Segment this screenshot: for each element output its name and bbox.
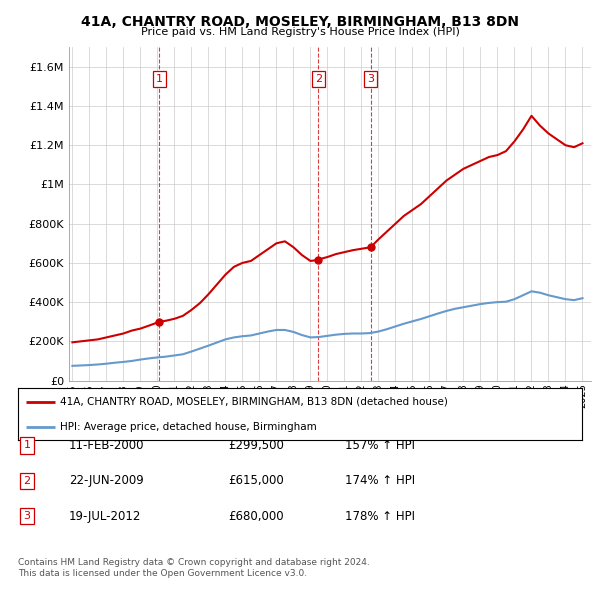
Text: 41A, CHANTRY ROAD, MOSELEY, BIRMINGHAM, B13 8DN (detached house): 41A, CHANTRY ROAD, MOSELEY, BIRMINGHAM, …	[60, 396, 448, 407]
Text: This data is licensed under the Open Government Licence v3.0.: This data is licensed under the Open Gov…	[18, 569, 307, 578]
Text: 2: 2	[315, 74, 322, 84]
Text: 19-JUL-2012: 19-JUL-2012	[69, 510, 142, 523]
Text: £615,000: £615,000	[228, 474, 284, 487]
Text: £299,500: £299,500	[228, 439, 284, 452]
Text: 157% ↑ HPI: 157% ↑ HPI	[345, 439, 415, 452]
Text: HPI: Average price, detached house, Birmingham: HPI: Average price, detached house, Birm…	[60, 422, 317, 431]
Text: 3: 3	[367, 74, 374, 84]
Text: 3: 3	[23, 512, 31, 521]
Text: 41A, CHANTRY ROAD, MOSELEY, BIRMINGHAM, B13 8DN: 41A, CHANTRY ROAD, MOSELEY, BIRMINGHAM, …	[81, 15, 519, 29]
Text: Contains HM Land Registry data © Crown copyright and database right 2024.: Contains HM Land Registry data © Crown c…	[18, 558, 370, 566]
Text: 22-JUN-2009: 22-JUN-2009	[69, 474, 144, 487]
Text: £680,000: £680,000	[228, 510, 284, 523]
Text: Price paid vs. HM Land Registry's House Price Index (HPI): Price paid vs. HM Land Registry's House …	[140, 27, 460, 37]
Text: 174% ↑ HPI: 174% ↑ HPI	[345, 474, 415, 487]
Text: 11-FEB-2000: 11-FEB-2000	[69, 439, 145, 452]
Text: 2: 2	[23, 476, 31, 486]
Text: 1: 1	[23, 441, 31, 450]
Text: 178% ↑ HPI: 178% ↑ HPI	[345, 510, 415, 523]
Text: 1: 1	[156, 74, 163, 84]
